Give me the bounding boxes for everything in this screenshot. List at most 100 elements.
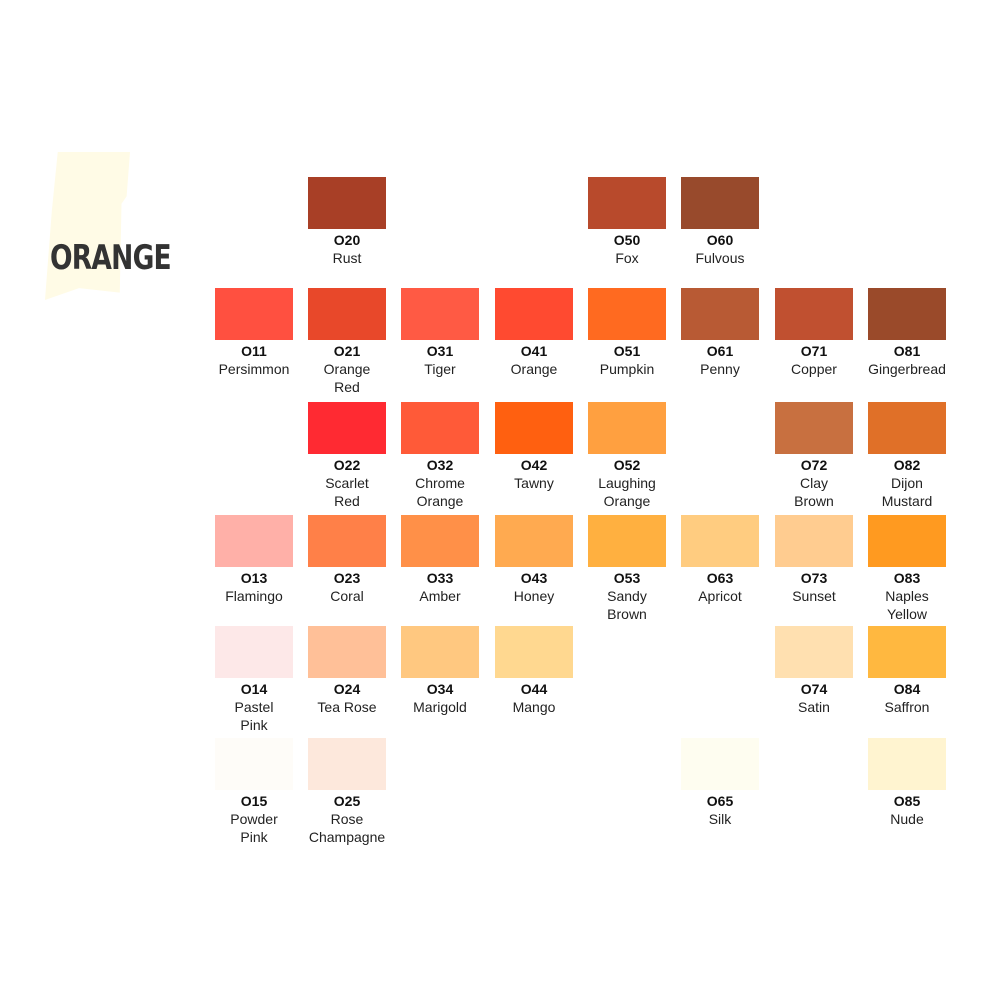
swatch-o51: O51 Pumpkin — [580, 288, 674, 378]
swatch-code: O41 — [520, 343, 548, 359]
swatch-name: Silk — [708, 811, 732, 827]
swatch-name: Rose Champagne — [308, 811, 386, 845]
color-swatch — [681, 288, 759, 340]
color-swatch — [308, 515, 386, 567]
swatch-name: Sandy Brown — [607, 588, 647, 622]
swatch-o72: O72 Clay Brown — [767, 402, 861, 510]
swatch-o32: O32 Chrome Orange — [393, 402, 487, 510]
swatch-o44: O44 Mango — [487, 626, 581, 716]
swatch-code: O13 — [240, 570, 268, 586]
color-swatch — [868, 402, 946, 454]
swatch-name: Naples Yellow — [885, 588, 929, 622]
color-swatch — [588, 288, 666, 340]
color-swatch — [495, 288, 573, 340]
color-swatch — [215, 288, 293, 340]
swatch-o43: O43 Honey — [487, 515, 581, 605]
swatch-code: O61 — [706, 343, 734, 359]
color-swatch — [588, 402, 666, 454]
color-swatch — [215, 738, 293, 790]
swatch-code: O60 — [706, 232, 734, 248]
swatch-o15: O15 Powder Pink — [207, 738, 301, 846]
swatch-code: O15 — [240, 793, 268, 809]
swatch-code: O24 — [333, 681, 361, 697]
swatch-o73: O73 Sunset — [767, 515, 861, 605]
swatch-name: Orange — [510, 361, 558, 377]
swatch-name: Pastel Pink — [234, 699, 274, 733]
color-swatch — [588, 177, 666, 229]
swatch-code: O50 — [613, 232, 641, 248]
swatch-code: O82 — [893, 457, 921, 473]
swatch-o22: O22 Scarlet Red — [300, 402, 394, 510]
color-swatch — [215, 626, 293, 678]
swatch-name: Honey — [513, 588, 555, 604]
swatch-code: O83 — [893, 570, 921, 586]
swatch-o74: O74 Satin — [767, 626, 861, 716]
swatch-o20: O20 Rust — [300, 177, 394, 267]
swatch-o85: O85 Nude — [860, 738, 954, 828]
swatch-name: Coral — [330, 588, 364, 604]
swatch-code: O71 — [800, 343, 828, 359]
swatch-name: Saffron — [884, 699, 930, 715]
color-swatch — [308, 738, 386, 790]
swatch-code: O52 — [613, 457, 641, 473]
swatch-name: Tea Rose — [317, 699, 377, 715]
swatch-name: Scarlet Red — [325, 475, 369, 509]
swatch-code: O33 — [426, 570, 454, 586]
color-swatch — [495, 515, 573, 567]
swatch-o14: O14 Pastel Pink — [207, 626, 301, 734]
swatch-code: O74 — [800, 681, 828, 697]
swatch-code: O23 — [333, 570, 361, 586]
swatch-o31: O31 Tiger — [393, 288, 487, 378]
swatch-code: O44 — [520, 681, 548, 697]
color-swatch — [868, 626, 946, 678]
swatch-code: O84 — [893, 681, 921, 697]
swatch-code: O34 — [426, 681, 454, 697]
swatch-code: O20 — [333, 232, 361, 248]
swatch-name: Rust — [332, 250, 362, 266]
swatch-name: Satin — [798, 699, 830, 715]
swatch-o63: O63 Apricot — [673, 515, 767, 605]
swatch-code: O53 — [613, 570, 641, 586]
brush-stroke-decoration — [45, 152, 130, 300]
swatch-name: Laughing Orange — [598, 475, 656, 509]
swatch-code: O32 — [426, 457, 454, 473]
swatch-o24: O24 Tea Rose — [300, 626, 394, 716]
swatch-name: Penny — [700, 361, 740, 377]
swatch-code: O63 — [706, 570, 734, 586]
swatch-o13: O13 Flamingo — [207, 515, 301, 605]
swatch-code: O51 — [613, 343, 641, 359]
swatch-o34: O34 Marigold — [393, 626, 487, 716]
swatch-o65: O65 Silk — [673, 738, 767, 828]
swatch-name: Fox — [615, 250, 639, 266]
swatch-code: O85 — [893, 793, 921, 809]
color-swatch — [401, 626, 479, 678]
swatch-o23: O23 Coral — [300, 515, 394, 605]
swatch-o53: O53 Sandy Brown — [580, 515, 674, 623]
color-swatch — [308, 626, 386, 678]
swatch-name: Copper — [791, 361, 837, 377]
swatch-o71: O71 Copper — [767, 288, 861, 378]
swatch-name: Mango — [512, 699, 556, 715]
swatch-code: O43 — [520, 570, 548, 586]
swatch-name: Apricot — [698, 588, 742, 604]
color-swatch — [681, 738, 759, 790]
swatch-code: O22 — [333, 457, 361, 473]
color-swatch — [868, 515, 946, 567]
swatch-code: O21 — [333, 343, 361, 359]
page-title: ORANGE — [50, 238, 172, 278]
color-swatch — [868, 288, 946, 340]
swatch-code: O81 — [893, 343, 921, 359]
color-swatch — [495, 626, 573, 678]
swatch-o82: O82 Dijon Mustard — [860, 402, 954, 510]
color-swatch — [308, 177, 386, 229]
swatch-o42: O42 Tawny — [487, 402, 581, 492]
swatch-name: Tiger — [424, 361, 456, 377]
swatch-code: O65 — [706, 793, 734, 809]
color-swatch — [401, 288, 479, 340]
swatch-o61: O61 Penny — [673, 288, 767, 378]
color-swatch — [401, 515, 479, 567]
color-swatch — [401, 402, 479, 454]
swatch-o84: O84 Saffron — [860, 626, 954, 716]
swatch-name: Clay Brown — [794, 475, 834, 509]
color-swatch — [775, 515, 853, 567]
